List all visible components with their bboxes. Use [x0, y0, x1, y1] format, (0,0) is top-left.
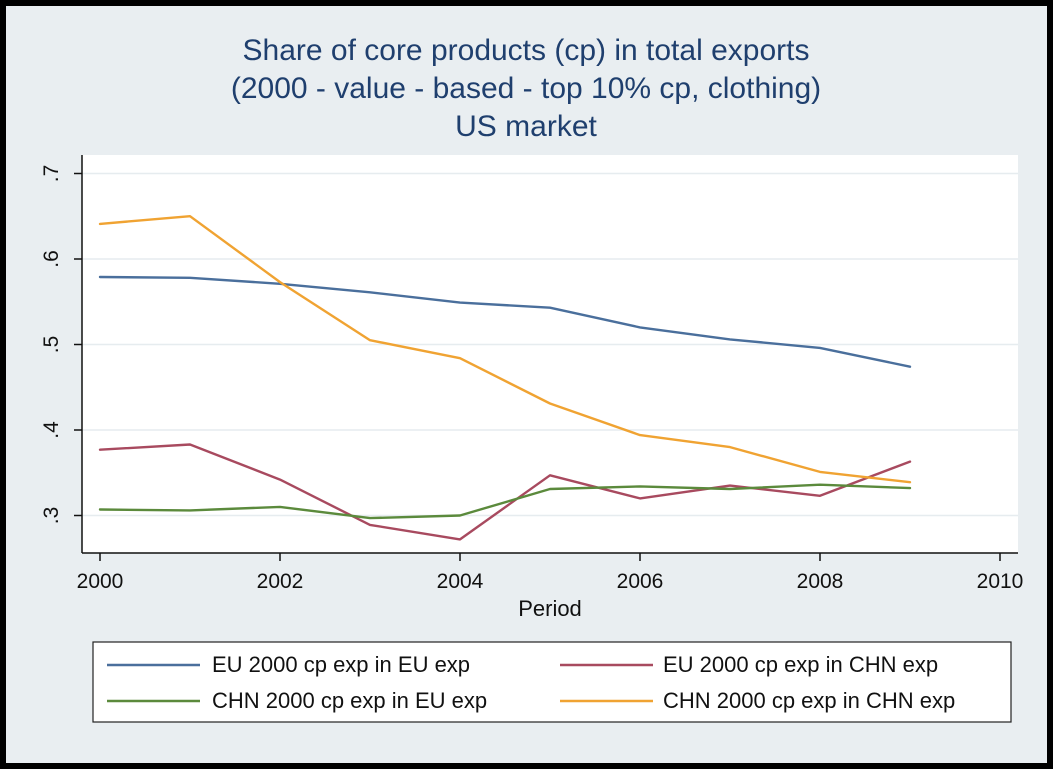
- y-tick-label-2: .5: [40, 336, 63, 354]
- legend-label-2: CHN 2000 cp exp in EU exp: [212, 688, 487, 713]
- legend: EU 2000 cp exp in EU exp EU 2000 cp exp i…: [107, 652, 955, 713]
- plot-area: [82, 155, 1018, 553]
- chart-title: Share of core products (cp) in total exp…: [231, 34, 821, 143]
- x-tick-label-3: 2006: [617, 570, 664, 593]
- chart-title-line-1: Share of core products (cp) in total exp…: [243, 34, 810, 67]
- y-tick-label-3: .6: [40, 250, 63, 268]
- legend-box: [92, 641, 1012, 723]
- legend-label-0: EU 2000 cp exp in EU exp: [212, 652, 470, 677]
- chart-title-line-2: (2000 - value - based - top 10% cp, clot…: [231, 72, 821, 105]
- legend-item-3: CHN 2000 cp exp in CHN exp: [560, 688, 955, 713]
- legend-item-0: EU 2000 cp exp in EU exp: [107, 652, 470, 677]
- series-lines: [98, 214, 912, 541]
- chart-title-line-3: US market: [455, 110, 597, 143]
- series-line-0: [98, 275, 912, 368]
- x-tick-label-2: 2004: [437, 570, 484, 593]
- legend-label-3: CHN 2000 cp exp in CHN exp: [663, 688, 955, 713]
- x-tick-label-0: 2000: [77, 570, 124, 593]
- y-tick-label-1: .4: [40, 421, 63, 439]
- legend-label-1: EU 2000 cp exp in CHN exp: [663, 652, 938, 677]
- gridlines: [82, 172, 1018, 517]
- legend-item-2: CHN 2000 cp exp in EU exp: [107, 688, 487, 713]
- x-tick-label-1: 2002: [257, 570, 304, 593]
- series-line-1: [98, 443, 912, 541]
- x-axis-title: Period: [518, 596, 582, 621]
- x-tick-label-4: 2008: [797, 570, 844, 593]
- series-line-3: [98, 214, 912, 484]
- series-line-2: [98, 483, 912, 520]
- x-tick-label-5: 2010: [977, 570, 1024, 593]
- y-tick-label-4: .7: [40, 165, 63, 183]
- legend-item-1: EU 2000 cp exp in CHN exp: [560, 652, 938, 677]
- y-tick-label-0: .3: [40, 507, 63, 525]
- axes: .3 .4 .5 .6 .7 2000 2002 2004 2006 2008 2010: [40, 155, 1023, 593]
